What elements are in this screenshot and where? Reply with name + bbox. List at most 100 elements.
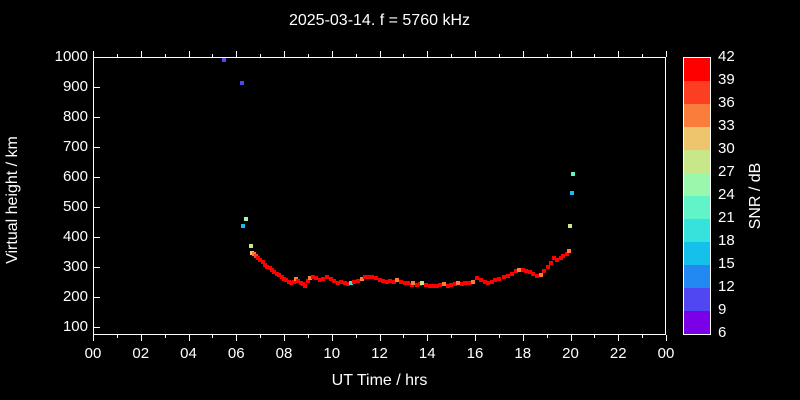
tick-mark <box>236 335 237 341</box>
colorbar-tick-label: 27 <box>718 163 735 180</box>
tick-mark <box>451 54 452 57</box>
snr-colorbar <box>683 57 711 335</box>
data-point <box>308 276 313 281</box>
data-point <box>501 274 506 279</box>
tick-mark <box>403 54 404 57</box>
x-tick-label: 20 <box>562 345 579 362</box>
x-tick-label: 18 <box>514 345 532 362</box>
data-point <box>561 253 566 258</box>
tick-mark <box>308 54 309 57</box>
tick-mark <box>189 335 190 341</box>
tick-mark <box>332 335 333 341</box>
data-point <box>384 279 389 284</box>
data-point <box>240 81 245 86</box>
data-point <box>324 275 329 280</box>
tick-mark <box>94 117 100 118</box>
data-point <box>370 274 375 279</box>
data-point <box>274 271 279 276</box>
tick-mark <box>547 54 548 57</box>
data-point <box>339 279 344 284</box>
tick-mark <box>332 51 333 57</box>
tick-mark <box>94 237 100 238</box>
y-tick-label: 300 <box>62 257 88 275</box>
x-tick-label: 22 <box>609 345 627 362</box>
tick-mark <box>117 335 118 338</box>
tick-mark <box>94 147 100 148</box>
data-point <box>328 276 333 281</box>
tick-mark <box>571 51 572 57</box>
data-point <box>346 282 351 287</box>
data-point <box>452 282 457 287</box>
data-point <box>496 276 501 281</box>
data-point <box>363 275 368 280</box>
data-point <box>427 283 432 288</box>
tick-mark <box>93 335 94 341</box>
tick-mark <box>260 335 261 338</box>
data-point <box>253 253 258 258</box>
data-point <box>431 283 436 288</box>
y-tick-label: 800 <box>62 107 88 125</box>
tick-mark <box>165 54 166 57</box>
tick-mark <box>499 54 500 57</box>
x-tick-label: 16 <box>466 345 484 362</box>
tick-mark <box>571 335 572 341</box>
tick-mark <box>666 51 667 57</box>
tick-mark <box>475 51 476 57</box>
data-point <box>377 277 382 282</box>
data-point <box>398 279 403 284</box>
data-point <box>551 255 556 260</box>
data-point <box>321 276 326 281</box>
colorbar-tick-label: 18 <box>718 232 735 249</box>
data-point <box>255 255 260 260</box>
colorbar-segment <box>684 196 710 219</box>
tick-mark <box>380 51 381 57</box>
data-point <box>279 274 284 279</box>
tick-mark <box>642 54 643 57</box>
colorbar-segment <box>684 311 710 334</box>
tick-mark <box>212 54 213 57</box>
tick-mark <box>94 177 100 178</box>
data-point <box>434 283 439 288</box>
colorbar-segment <box>684 265 710 288</box>
data-point <box>475 276 480 281</box>
tick-mark <box>618 51 619 57</box>
data-point <box>282 276 286 281</box>
tick-mark <box>618 335 619 341</box>
colorbar-tick-label: 33 <box>718 117 735 134</box>
data-point <box>391 279 396 284</box>
data-point <box>570 171 575 176</box>
tick-mark <box>94 207 100 208</box>
data-point <box>373 276 378 281</box>
data-point <box>265 264 270 269</box>
colorbar-segment <box>684 150 710 173</box>
y-tick-label: 600 <box>62 167 88 185</box>
data-point <box>388 278 393 283</box>
tick-mark <box>260 54 261 57</box>
tick-mark <box>594 335 595 338</box>
data-point <box>286 279 291 284</box>
data-point <box>414 282 419 287</box>
data-point <box>222 57 227 62</box>
x-tick-label: 10 <box>323 345 341 362</box>
tick-mark <box>523 335 524 341</box>
data-point <box>486 280 491 285</box>
colorbar-tick-label: 15 <box>718 255 735 272</box>
data-point <box>293 277 298 282</box>
data-point <box>260 260 265 265</box>
x-tick-label: 04 <box>180 345 197 362</box>
data-point <box>298 281 303 286</box>
data-point <box>535 273 540 278</box>
data-point <box>272 269 277 274</box>
data-point <box>438 282 443 287</box>
data-point <box>520 267 525 272</box>
data-point <box>567 223 572 228</box>
y-tick-label: 100 <box>62 317 88 335</box>
data-point <box>564 251 569 256</box>
tick-mark <box>403 335 404 338</box>
data-point <box>301 282 306 287</box>
x-tick-label: 06 <box>227 345 245 362</box>
data-point <box>538 272 543 277</box>
data-point <box>335 280 340 285</box>
x-tick-label: 00 <box>84 345 102 362</box>
tick-mark <box>427 335 428 341</box>
